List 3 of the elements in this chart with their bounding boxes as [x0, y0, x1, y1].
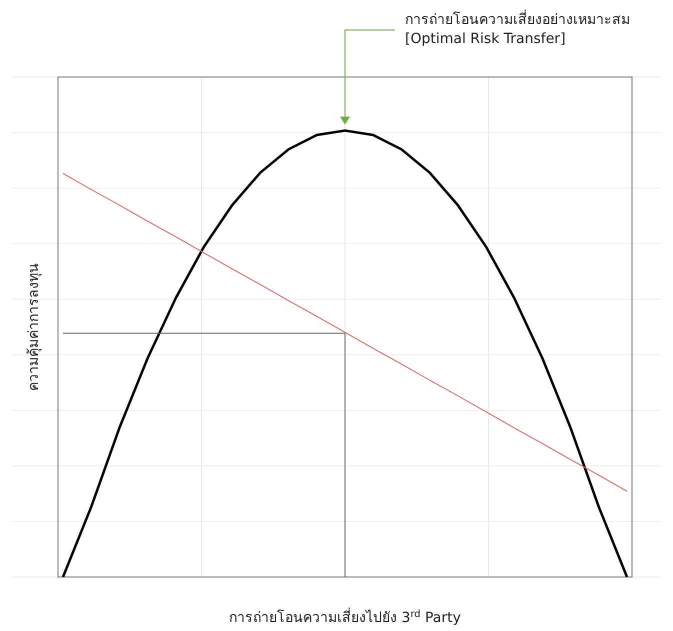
x-axis-title: การถ่ายโอนความเสี่ยงไปยัง 3$^{rd}$ Party — [229, 608, 461, 626]
y-axis-title: ความคุ้มค่าการลงทุน — [26, 263, 42, 391]
text: การถ่ายโอนความเสี่ยงอย่างเหมาะสม [Optimal Risk Transfer] — [405, 10, 630, 47]
